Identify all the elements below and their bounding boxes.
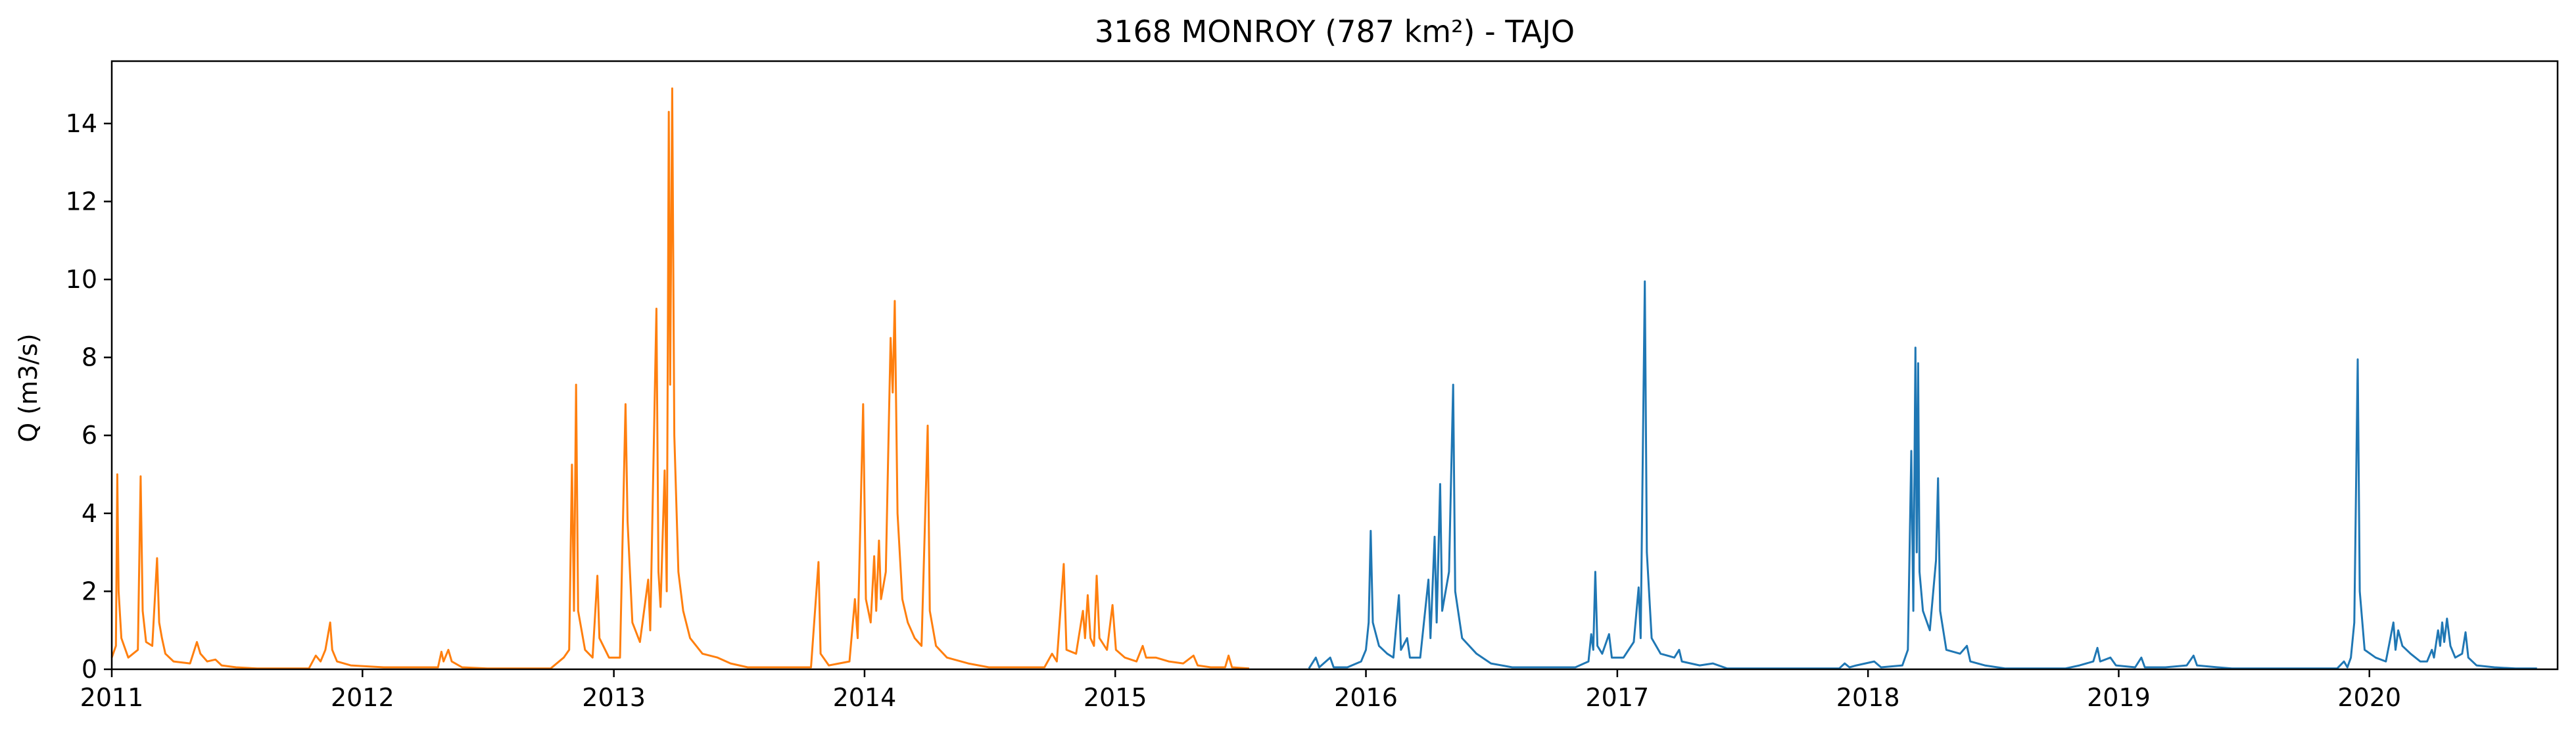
x-tick-label-2012: 2012 <box>331 683 394 712</box>
y-tick-label-10: 10 <box>66 265 97 294</box>
x-tick-label-2019: 2019 <box>2087 683 2151 712</box>
y-tick-label-0: 0 <box>82 655 97 684</box>
y-tick-label-12: 12 <box>66 187 97 216</box>
y-tick-label-14: 14 <box>66 109 97 138</box>
plot-frame <box>110 60 2559 671</box>
x-tick-label-2011: 2011 <box>80 683 144 712</box>
y-axis-label: Q (m3/s) <box>14 333 43 442</box>
series-line-2 <box>1308 280 2537 670</box>
x-tick-label-2016: 2016 <box>1334 683 1398 712</box>
x-tick-label-2020: 2020 <box>2337 683 2401 712</box>
x-tick-label-2013: 2013 <box>582 683 646 712</box>
y-tick-label-6: 6 <box>82 421 97 450</box>
chart-title: 3168 MONROY (787 km²) - TAJO <box>1095 14 1575 49</box>
x-tick-label-2014: 2014 <box>833 683 897 712</box>
axes-layer: 2011 2012 2013 2014 2015 2016 2017 2018 2019 2020… <box>66 109 2401 712</box>
x-tick-label-2015: 2015 <box>1084 683 1147 712</box>
y-tick-label-8: 8 <box>82 343 97 372</box>
x-tick-label-2017: 2017 <box>1586 683 1650 712</box>
x-tick-label-2018: 2018 <box>1836 683 1900 712</box>
series-line-1 <box>110 87 1250 670</box>
y-tick-label-4: 4 <box>82 499 97 528</box>
series-layer <box>110 87 2537 670</box>
y-tick-label-2: 2 <box>82 577 97 606</box>
